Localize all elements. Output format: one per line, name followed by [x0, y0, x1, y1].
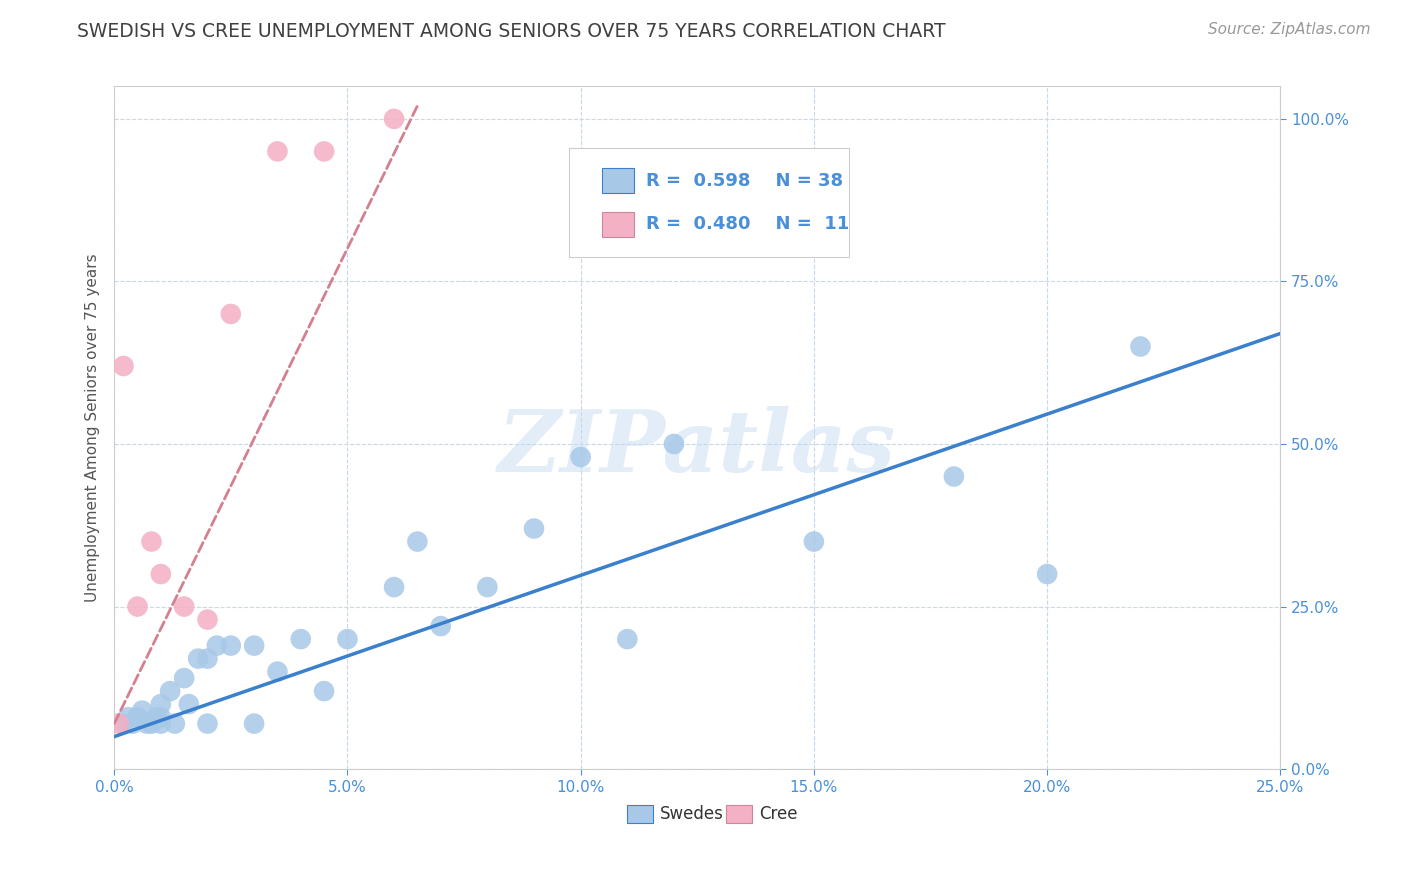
Point — [616, 632, 638, 646]
Point — [141, 534, 163, 549]
Bar — [602, 212, 634, 236]
Point — [243, 716, 266, 731]
Point — [569, 450, 592, 464]
Text: Cree: Cree — [759, 805, 797, 823]
Point — [803, 534, 825, 549]
Point — [429, 619, 451, 633]
Point — [1129, 339, 1152, 353]
FancyBboxPatch shape — [569, 148, 849, 257]
Text: Source: ZipAtlas.com: Source: ZipAtlas.com — [1208, 22, 1371, 37]
Point — [127, 710, 149, 724]
Point — [112, 359, 135, 373]
Point — [523, 522, 546, 536]
Bar — [602, 169, 634, 193]
Point — [1036, 567, 1059, 582]
Point — [336, 632, 359, 646]
Point — [266, 145, 288, 159]
Point — [177, 697, 200, 711]
Point — [117, 710, 139, 724]
Point — [243, 639, 266, 653]
Bar — [727, 805, 752, 823]
Point — [108, 716, 131, 731]
Text: R =  0.598    N = 38: R = 0.598 N = 38 — [645, 171, 844, 190]
Text: R =  0.480    N =  11: R = 0.480 N = 11 — [645, 215, 849, 234]
Point — [131, 704, 153, 718]
Text: Swedes: Swedes — [659, 805, 724, 823]
Point — [219, 639, 242, 653]
Point — [173, 599, 195, 614]
Point — [219, 307, 242, 321]
Point — [149, 567, 172, 582]
Point — [382, 580, 405, 594]
Point — [314, 145, 336, 159]
Point — [187, 651, 209, 665]
Point — [145, 710, 167, 724]
Y-axis label: Unemployment Among Seniors over 75 years: Unemployment Among Seniors over 75 years — [86, 253, 100, 602]
Point — [662, 437, 685, 451]
Text: SWEDISH VS CREE UNEMPLOYMENT AMONG SENIORS OVER 75 YEARS CORRELATION CHART: SWEDISH VS CREE UNEMPLOYMENT AMONG SENIO… — [77, 22, 946, 41]
Point — [197, 651, 219, 665]
Point — [382, 112, 405, 126]
Point — [135, 716, 157, 731]
Point — [159, 684, 181, 698]
Point — [197, 716, 219, 731]
Point — [163, 716, 186, 731]
Point — [121, 716, 143, 731]
Point — [314, 684, 336, 698]
Point — [477, 580, 499, 594]
Point — [197, 613, 219, 627]
Point — [173, 671, 195, 685]
Bar — [627, 805, 652, 823]
Point — [406, 534, 429, 549]
Point — [266, 665, 288, 679]
Point — [149, 697, 172, 711]
Point — [141, 716, 163, 731]
Point — [942, 469, 965, 483]
Point — [112, 716, 135, 731]
Point — [205, 639, 228, 653]
Point — [290, 632, 312, 646]
Text: ZIPatlas: ZIPatlas — [498, 407, 897, 490]
Point — [127, 599, 149, 614]
Point — [149, 710, 172, 724]
Point — [149, 716, 172, 731]
